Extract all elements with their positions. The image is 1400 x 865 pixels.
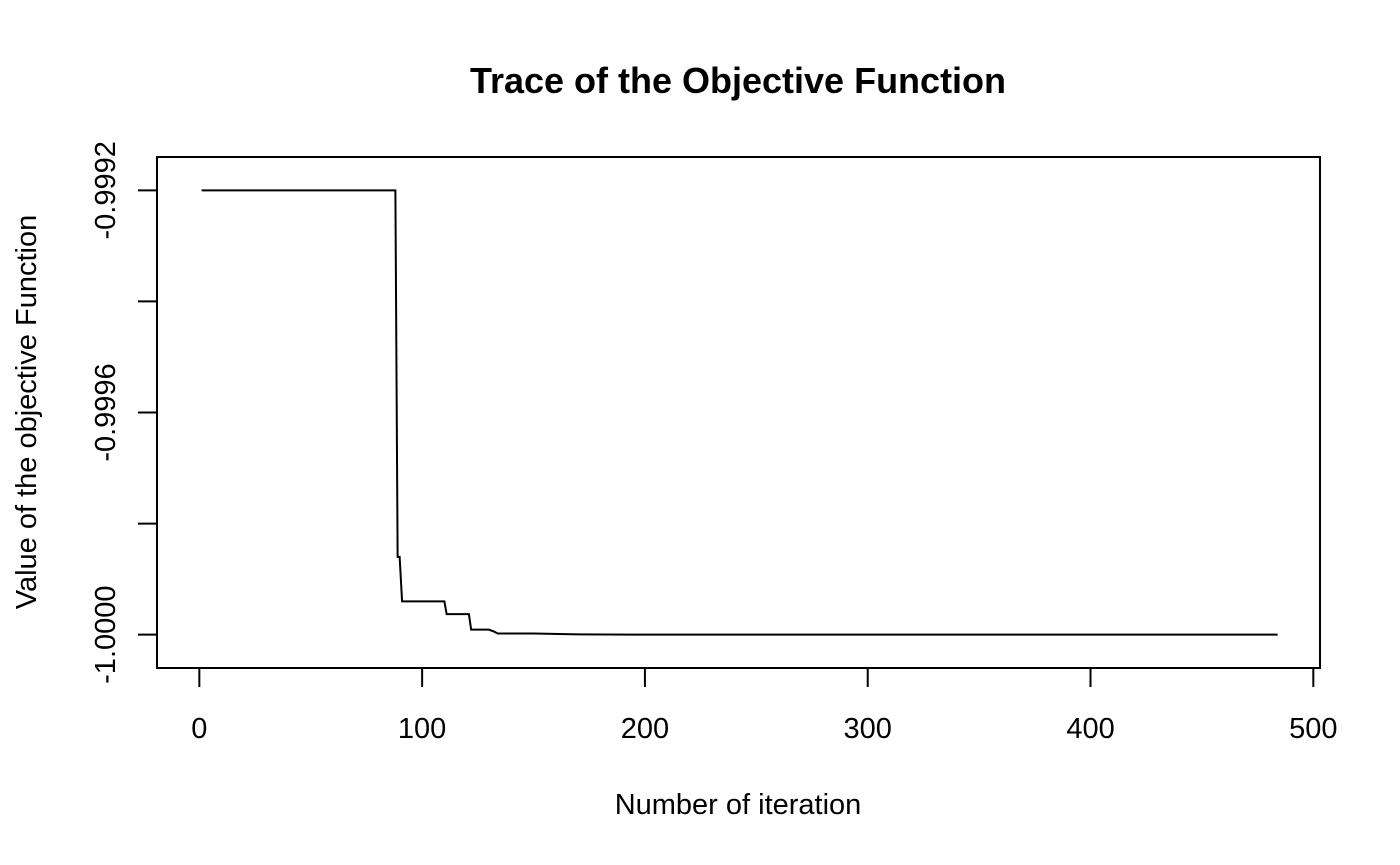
x-tick-label: 100 — [398, 713, 446, 745]
x-tick-label: 500 — [1289, 713, 1337, 745]
trace-series-line — [201, 189, 1278, 636]
y-tick-label: -0.9996 — [90, 363, 122, 461]
y-tick-label: -0.9992 — [90, 141, 122, 239]
x-tick-label: 0 — [191, 713, 207, 745]
y-axis-label: Value of the objective Function — [11, 215, 43, 609]
x-tick-label: 200 — [621, 713, 669, 745]
x-axis: 0 100 200 300 400 500 — [191, 667, 1338, 745]
plot-frame — [156, 156, 1321, 669]
y-axis: -1.0000 -0.9996 -0.9992 — [90, 141, 158, 684]
chart-title: Trace of the Objective Function — [470, 60, 1006, 101]
x-axis-label: Number of iteration — [615, 789, 862, 821]
y-tick-label: -1.0000 — [90, 585, 122, 683]
x-tick-label: 300 — [844, 713, 892, 745]
x-tick-label: 400 — [1066, 713, 1114, 745]
